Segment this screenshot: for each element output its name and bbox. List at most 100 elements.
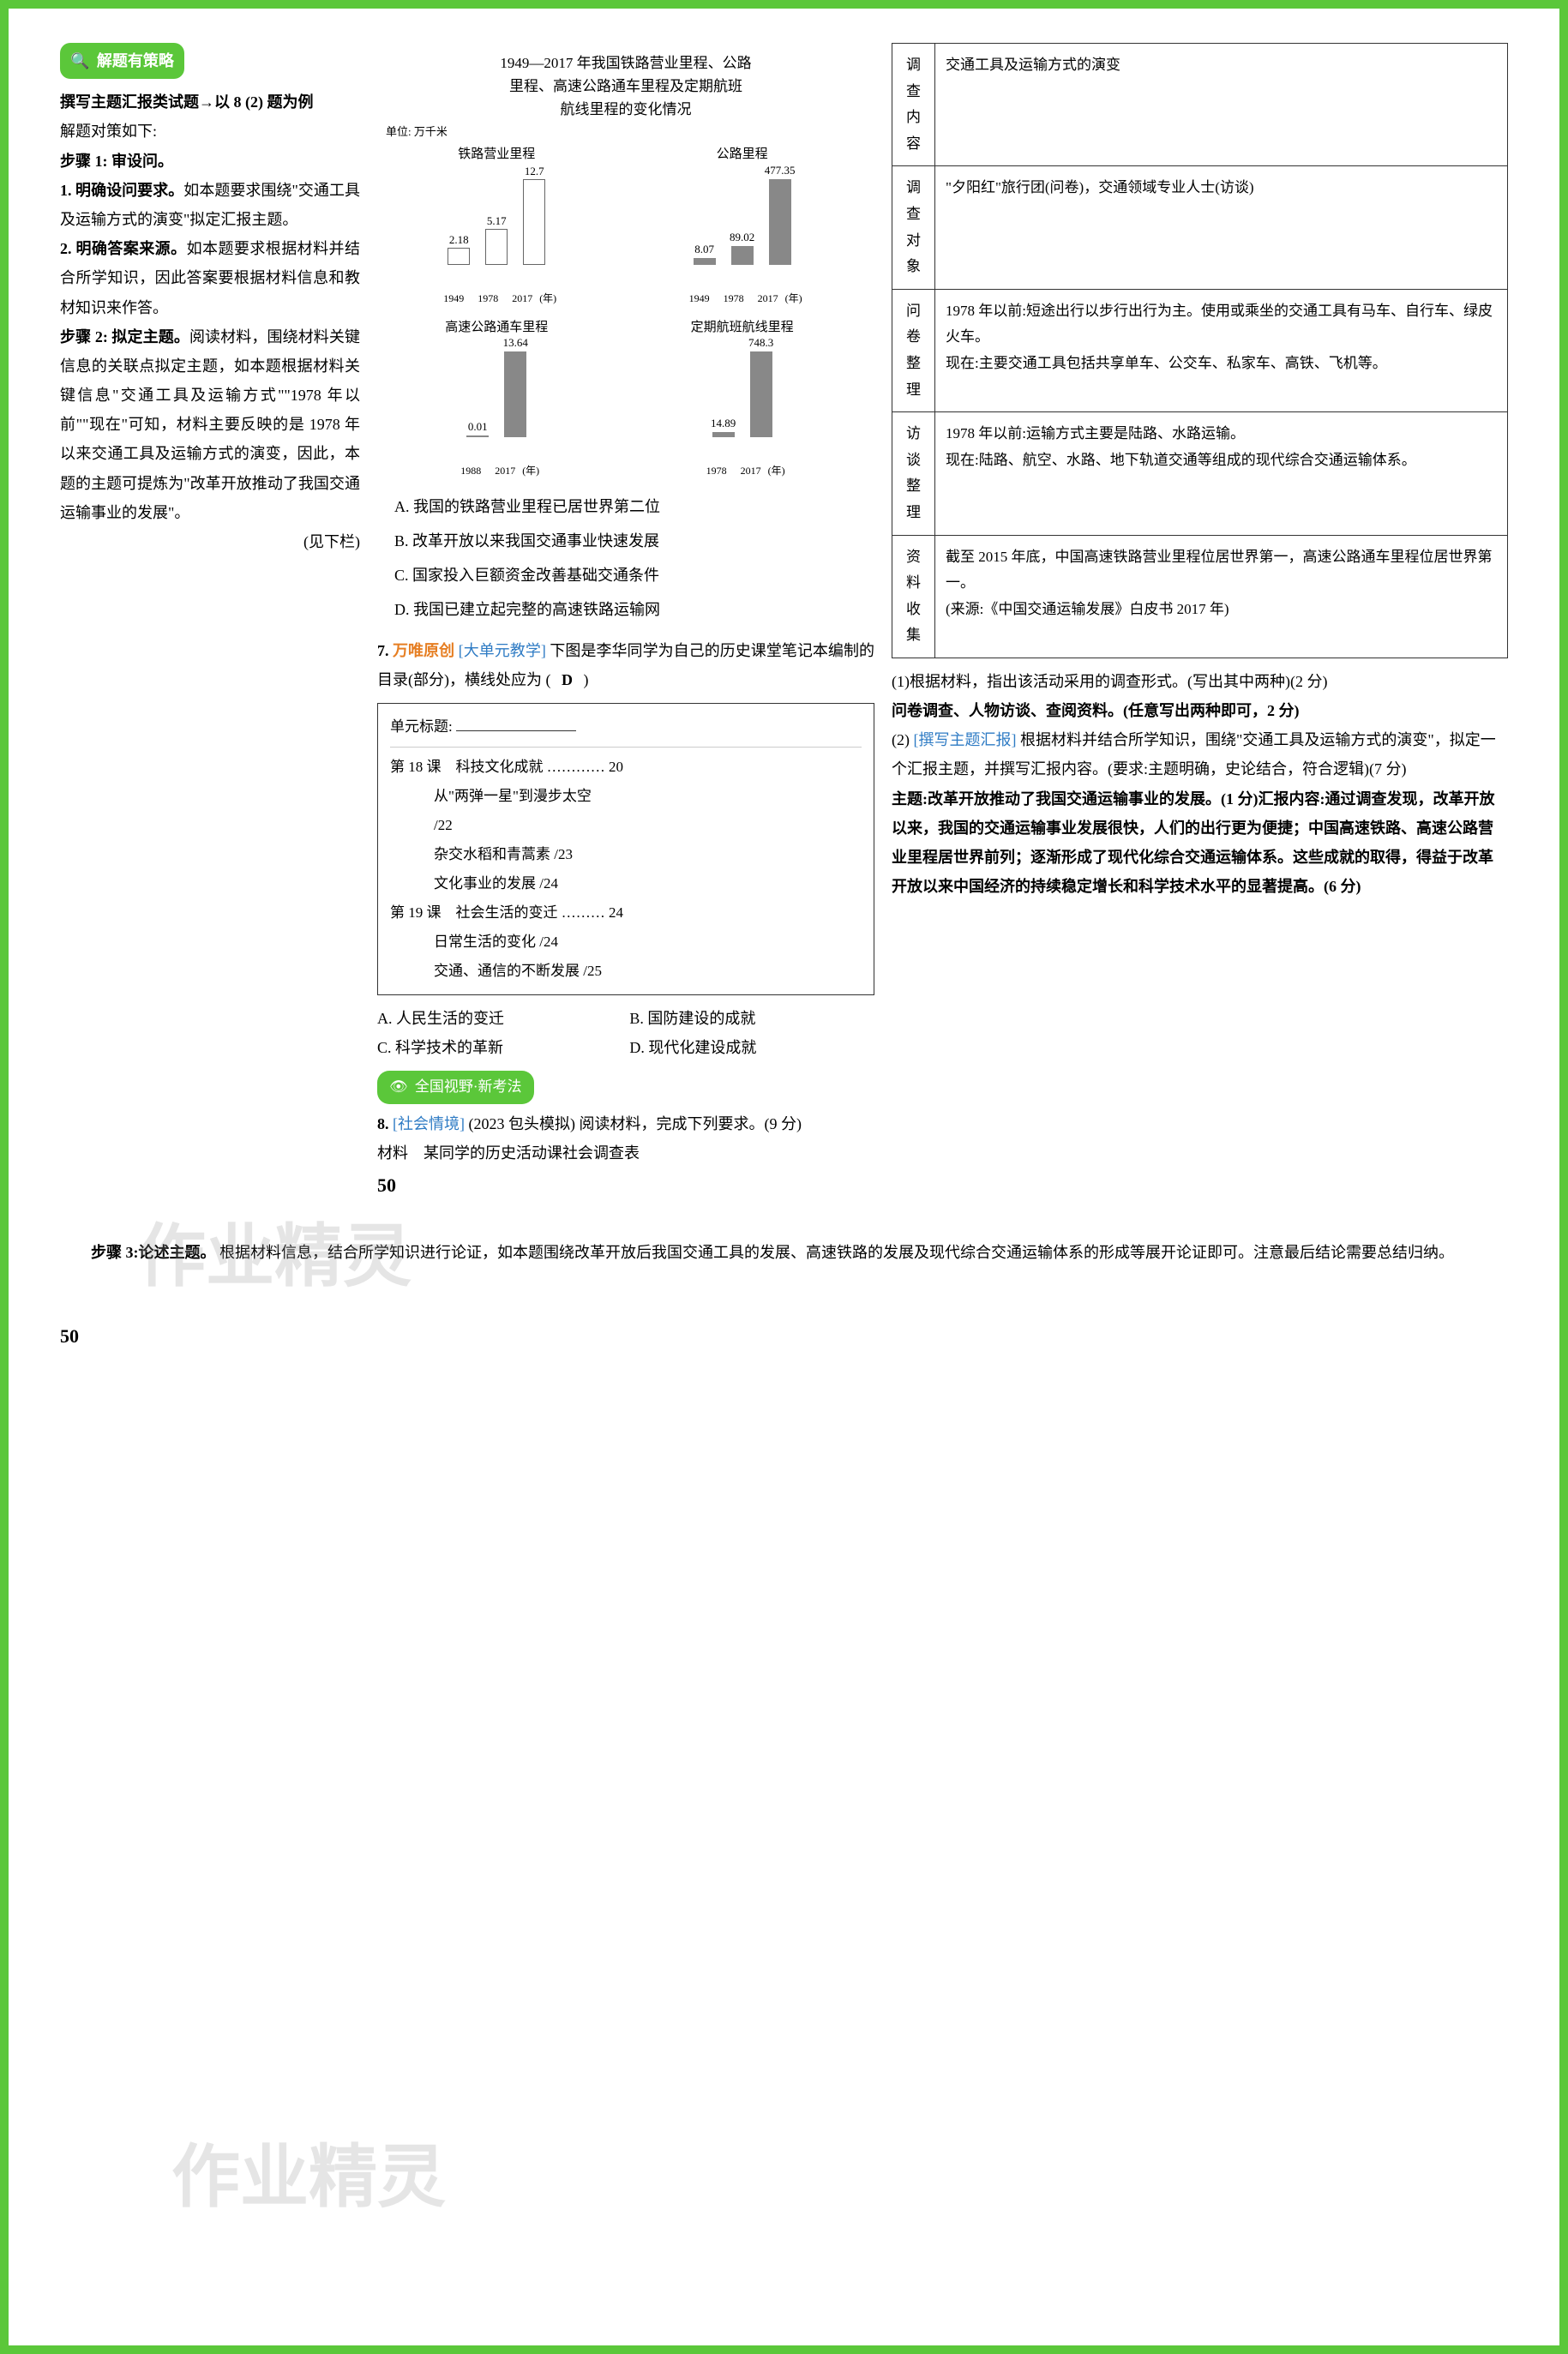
bar: 5.17 xyxy=(485,229,508,265)
opt-d: D. 我国已建立起完整的高速铁路运输网 xyxy=(377,592,874,627)
page-num-mid: 50 xyxy=(377,1168,874,1204)
q2-block: (2) [撰写主题汇报] 根据材料并结合所学知识，围绕"交通工具及运输方式的演变… xyxy=(892,725,1508,784)
notebook-line: 从"两弹一星"到漫步太空 xyxy=(390,782,862,811)
page-num-footer: 50 xyxy=(60,1318,1508,1354)
notebook-title-row: 单元标题: xyxy=(390,712,862,748)
q7-num: 7. xyxy=(377,642,389,659)
chart2-bars: 8.07 89.02 477.35 xyxy=(622,171,861,265)
q7-opt-d: D. 现代化建设成就 xyxy=(629,1033,868,1062)
bar-value-label: 12.7 xyxy=(525,161,544,183)
q7-answer: D xyxy=(555,671,580,688)
r5-content: 截至 2015 年底，中国高速铁路营业里程位居世界第一，高速公路通车里程位居世界… xyxy=(935,535,1508,658)
r4-content: 1978 年以前:运输方式主要是陆路、水路运输。现在:陆路、航空、水路、地下轨道… xyxy=(935,412,1508,535)
chart3-bars: 0.01 13.64 xyxy=(377,343,616,437)
q7-opt-c: C. 科学技术的革新 xyxy=(377,1033,616,1062)
chart4-label: 定期航班航线里程 xyxy=(622,315,861,340)
notebook-blank xyxy=(456,730,576,731)
bar-value-label: 14.89 xyxy=(711,413,736,435)
eye-icon: 👁 xyxy=(389,1078,408,1095)
paren-close: ) xyxy=(584,671,589,688)
cell-line: 1978 年以前:短途出行以步行出行为主。使用或乘坐的交通工具有马车、自行车、绿… xyxy=(946,298,1497,351)
notebook-box: 单元标题: 第 18 课 科技文化成就 ………… 20 从"两弹一星"到漫步太空… xyxy=(377,703,874,995)
cell-line: 现在:陆路、航空、水路、地下轨道交通等组成的现代综合交通运输体系。 xyxy=(946,447,1497,474)
q7-opt-a: A. 人民生活的变迁 xyxy=(377,1004,616,1033)
step3-body: 根据材料信息，结合所学知识进行论证，如本题围绕改革开放后我国交通工具的发展、高速… xyxy=(219,1244,1454,1261)
bar: 2.18 xyxy=(448,248,470,265)
question-7: 7. 万唯原创 [大单元教学] 下图是李华同学为自己的历史课堂笔记本编制的目录(… xyxy=(377,636,874,694)
bar-value-label: 8.07 xyxy=(694,239,714,261)
material-label: 材料 某同学的历史活动课社会调查表 xyxy=(377,1138,874,1168)
left-text-body: 撰写主题汇报类试题→以 8 (2) 题为例 解题对策如下: 步骤 1: 审设问。… xyxy=(60,87,360,556)
watermark-2: 作业精灵 xyxy=(171,2112,446,2243)
bar: 477.35 xyxy=(769,179,791,265)
r3-content: 1978 年以前:短途出行以步行出行为主。使用或乘坐的交通工具有马车、自行车、绿… xyxy=(935,289,1508,411)
q7-opt-b: B. 国防建设的成就 xyxy=(629,1004,868,1033)
q8-src: (2023 包头模拟) xyxy=(469,1115,576,1132)
q8-tag: [社会情境] xyxy=(393,1115,465,1132)
three-column-layout: 🔍 解题有策略 撰写主题汇报类试题→以 8 (2) 题为例 解题对策如下: 步骤… xyxy=(60,43,1508,1204)
chart1-axis: 194919782017(年) xyxy=(377,289,616,309)
bar: 89.02 xyxy=(731,246,754,265)
q7-brand: 万唯原创 xyxy=(393,642,454,659)
r4-label: 访谈整理 xyxy=(892,412,935,535)
notebook-title-label: 单元标题: xyxy=(390,718,453,735)
search-icon: 🔍 xyxy=(70,46,89,75)
chart-4: 定期航班航线里程 14.89 748.3 19782017(年) xyxy=(622,315,861,481)
cell-line: 截至 2015 年底，中国高速铁路营业里程位居世界第一，高速公路通车里程位居世界… xyxy=(946,544,1497,597)
middle-column: 1949—2017 年我国铁路营业里程、公路 里程、高速公路通车里程及定期航班 … xyxy=(377,43,874,1204)
see-below: (见下栏) xyxy=(60,527,360,556)
table-row: 访谈整理 1978 年以前:运输方式主要是陆路、水路运输。现在:陆路、航空、水路… xyxy=(892,412,1508,535)
q1-answer: 问卷调查、人物访谈、查阅资料。(任意写出两种即可，2 分) xyxy=(892,696,1508,725)
q2-answer: 主题:改革开放推动了我国交通运输事业的发展。(1 分)汇报内容:通过调查发现，改… xyxy=(892,784,1508,902)
opt-b: B. 改革开放以来我国交通事业快速发展 xyxy=(377,524,874,558)
strategy-header-text: 解题有策略 xyxy=(97,52,174,69)
chart2-label: 公路里程 xyxy=(622,142,861,167)
q2-prefix: (2) xyxy=(892,731,910,748)
chart-title-1: 1949—2017 年我国铁路营业里程、公路 xyxy=(377,51,874,75)
step3-para: 步骤 3:论述主题。 根据材料信息，结合所学知识进行论证，如本题围绕改革开放后我… xyxy=(60,1238,1508,1267)
p1-2-title: 2. 明确答案来源。 xyxy=(60,240,187,257)
bar-value-label: 748.3 xyxy=(748,333,773,354)
q7-tag: [大单元教学] xyxy=(459,642,546,659)
bar: 13.64 xyxy=(504,351,526,437)
notebook-line: 文化事业的发展 /24 xyxy=(390,869,862,898)
notebook-line: 交通、通信的不断发展 /25 xyxy=(390,957,862,986)
cell-line: 现在:主要交通工具包括共享单车、公交车、私家车、高铁、飞机等。 xyxy=(946,351,1497,377)
notebook-lines: 第 18 课 科技文化成就 ………… 20 从"两弹一星"到漫步太空 /22 杂… xyxy=(390,753,862,986)
chart3-label: 高速公路通车里程 xyxy=(377,315,616,340)
chart-title-2: 里程、高速公路通车里程及定期航班 xyxy=(377,75,874,98)
opt-c: C. 国家投入巨额资金改善基础交通条件 xyxy=(377,558,874,592)
step1-label: 步骤 1: 审设问。 xyxy=(60,153,173,170)
bar-value-label: 5.17 xyxy=(487,211,507,232)
bar-value-label: 13.64 xyxy=(503,333,528,354)
r2-content: "夕阳红"旅行团(问卷)，交通领域专业人士(访谈) xyxy=(935,166,1508,289)
step2-body: 阅读材料，围绕材料关键信息的关联点拟定主题，如本题根据材料关键信息"交通工具及运… xyxy=(60,328,360,521)
bar: 0.01 xyxy=(466,435,489,437)
q2-tag: [撰写主题汇报] xyxy=(914,731,1017,748)
chart1-bars: 2.185.1712.7 xyxy=(377,171,616,265)
chart3-axis: 19882017(年) xyxy=(377,461,616,481)
table-row: 资料收集 截至 2015 年底，中国高速铁路营业里程位居世界第一，高速公路通车里… xyxy=(892,535,1508,658)
page-container: 作业精灵 作业精灵 🔍 解题有策略 撰写主题汇报类试题→以 8 (2) 题为例 … xyxy=(0,0,1568,2354)
footer-area: 步骤 3:论述主题。 根据材料信息，结合所学知识进行论证，如本题围绕改革开放后我… xyxy=(60,1238,1508,1354)
bar-value-label: 2.18 xyxy=(449,230,469,251)
chart-block: 1949—2017 年我国铁路营业里程、公路 里程、高速公路通车里程及定期航班 … xyxy=(377,51,874,481)
table-row: 调查内容 交通工具及运输方式的演变 xyxy=(892,44,1508,166)
notebook-line: 第 18 课 科技文化成就 ………… 20 xyxy=(390,753,862,782)
chart-unit: 单位: 万千米 xyxy=(386,122,874,143)
q1-text: (1)根据材料，指出该活动采用的调查形式。(写出其中两种)(2 分) xyxy=(892,667,1508,696)
q6-options: A. 我国的铁路营业里程已居世界第二位 B. 改革开放以来我国交通事业快速发展 … xyxy=(377,489,874,628)
chart4-axis: 19782017(年) xyxy=(622,461,861,481)
chart-3: 高速公路通车里程 0.01 13.64 19882017(年) xyxy=(377,315,616,481)
paren-open: ( xyxy=(546,671,551,688)
notebook-line: 第 19 课 社会生活的变迁 ……… 24 xyxy=(390,898,862,928)
r1-label: 调查内容 xyxy=(892,44,935,166)
chart-2: 公路里程 8.0789.02477.35 194919782017(年) xyxy=(622,142,861,308)
question-8: 8. [社会情境] (2023 包头模拟) 阅读材料，完成下列要求。(9 分) xyxy=(377,1109,874,1138)
chart-title-3: 航线里程的变化情况 xyxy=(377,98,874,121)
bar-value-label: 0.01 xyxy=(468,417,488,438)
bar-value-label: 89.02 xyxy=(730,227,754,249)
bar: 748.3 xyxy=(750,351,772,437)
section-badge-text: 全国视野·新考法 xyxy=(415,1078,522,1095)
notebook-line: 杂交水稻和青蒿素 /23 xyxy=(390,840,862,869)
